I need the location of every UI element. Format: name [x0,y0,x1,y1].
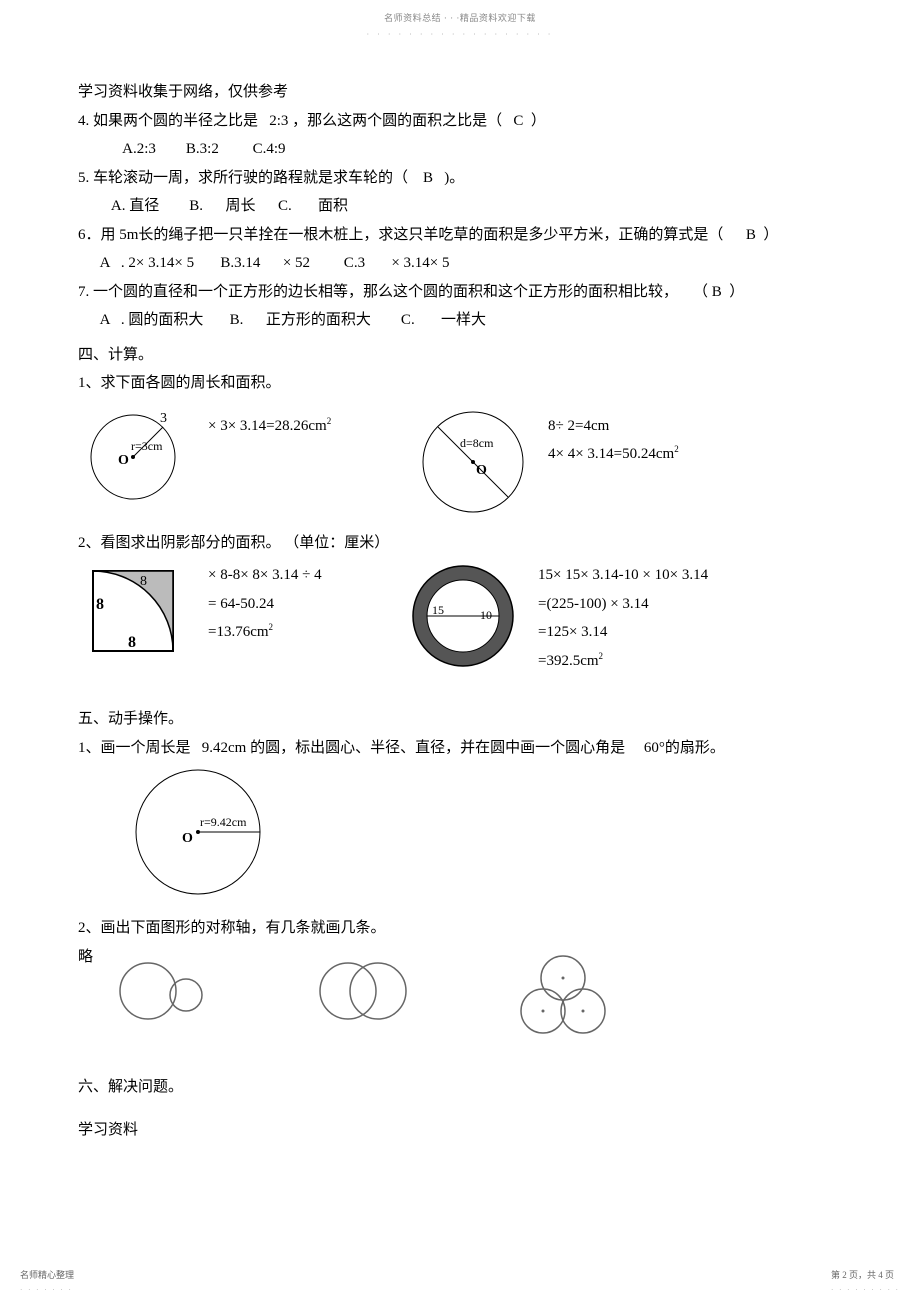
footer-left-dots: · · · · · · · [20,1284,74,1297]
q4-text: 4. 如果两个圆的半径之比是 2:3 ，那么这两个圆的面积之比是（ C ） [78,107,842,136]
header-title: 名师资料总结 · · ·精品资料欢迎下载 [0,10,920,27]
symmetry-fig3 [508,953,618,1043]
s4p2-calc1c: =13.76cm [208,624,269,640]
fig1-o: O [118,453,129,468]
fig1-r: r=3cm [131,439,163,453]
q6-opts: A . 2× 3.14× 5 B.3.14 × 52 C.3 × 3.14× 5 [78,249,842,278]
circle-r3-figure: 3 r=3cm O [78,402,188,502]
c942-o: O [182,831,193,846]
ring-figure: 15 10 [408,561,528,671]
fig1-label3: 3 [160,411,167,426]
q7-opts: A . 圆的面积大 B. 正方形的面积大 C. 一样大 [78,306,842,335]
fig2-o: O [476,463,487,478]
footer-right-dots: · · · · · · · · · [831,1284,900,1297]
bottom-text: 学习资料 [78,1116,842,1145]
footer-left-text: 名师精心整理 [20,1267,74,1284]
s4p2-calc2c: =125× 3.14 [538,618,708,647]
sup2-2: 2 [674,444,679,454]
s4-p1-title: 1、求下面各圆的周长和面积。 [78,369,842,398]
notice-text: 学习资料收集于网络，仅供参考 [78,78,842,107]
square-arc-figure: 8 8 8 [78,561,198,661]
s5-p2-text: 2、画出下面图形的对称轴，有几条就画几条。 [78,914,842,943]
sup2-3: 2 [269,622,274,632]
q7-text: 7. 一个圆的直径和一个正方形的边长相等，那么这个圆的面积和这个正方形的面积相比… [78,278,842,307]
s5-title: 五、动手操作。 [78,705,842,734]
s4p2-calc1a: × 8-8× 8× 3.14 ÷ 4 [208,561,408,590]
circle-d8-figure: d=8cm O [408,402,538,517]
s4p1-calc1: × 3× 3.14=28.26cm [208,418,327,434]
ring-15: 15 [432,603,444,617]
s4p1-calc2a: 8÷ 2=4cm [548,412,679,441]
q4-opts: A.2:3 B.3:2 C.4:9 [78,135,842,164]
sq-b8: 8 [128,634,136,651]
sq-l8: 8 [96,596,104,613]
s4p2-calc1b: = 64-50.24 [208,590,408,619]
c942-r: r=9.42cm [200,815,247,829]
s4p1-calc2b: 4× 4× 3.14=50.24cm [548,446,674,462]
s5-p1-text: 1、画一个周长是 9.42cm 的圆，标出圆心、半径、直径，并在圆中画一个圆心角… [78,734,842,763]
sup2-1: 2 [327,416,332,426]
circle-942-figure: r=9.42cm O [118,762,278,902]
fig2-d: d=8cm [460,436,494,450]
q6-text: 6．用 5m长的绳子把一只羊拴在一根木桩上，求这只羊吃草的面积是多少平方米，正确… [78,221,842,250]
q5-text: 5. 车轮滚动一周，求所行驶的路程就是求车轮的（ B )。 [78,164,842,193]
footer-right-text: 第 2 页，共 4 页 [831,1267,900,1284]
ring-10: 10 [480,608,492,622]
symmetry-fig1 [108,953,218,1023]
sup2-4: 2 [599,651,604,661]
s4p2-calc2b: =(225-100) × 3.14 [538,590,708,619]
header-dots: · · · · · · · · · · · · · · · · · · [0,27,920,42]
s4p2-calc2a: 15× 15× 3.14-10 × 10× 3.14 [538,561,708,590]
symmetry-fig2 [308,953,418,1023]
s4-p2-title: 2、看图求出阴影部分的面积。 （单位：厘米） [78,529,842,558]
sq-t8: 8 [140,574,147,589]
s6-title: 六、解决问题。 [78,1073,842,1102]
q5-opts: A. 直径 B. 周长 C. 面积 [78,192,842,221]
s4-title: 四、计算。 [78,341,842,370]
s4p2-calc2d: =392.5cm [538,653,599,669]
page-content: 学习资料收集于网络，仅供参考 4. 如果两个圆的半径之比是 2:3 ，那么这两个… [78,78,842,1273]
